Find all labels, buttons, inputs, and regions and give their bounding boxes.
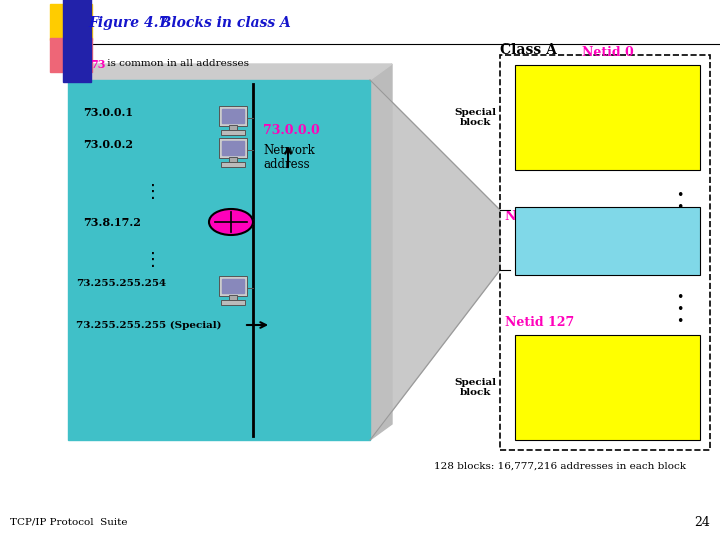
Text: 0.255.255.255: 0.255.255.255 xyxy=(560,140,654,153)
Bar xyxy=(229,295,237,300)
Bar xyxy=(229,125,237,130)
Text: Special
block: Special block xyxy=(454,378,496,397)
Text: Figure 4.7: Figure 4.7 xyxy=(88,16,168,30)
Text: •: • xyxy=(676,213,684,226)
Polygon shape xyxy=(68,64,392,80)
Text: 127.0.0.0: 127.0.0.0 xyxy=(575,355,640,368)
Bar xyxy=(50,38,92,72)
Bar xyxy=(221,162,245,167)
Text: 0.0.0.0: 0.0.0.0 xyxy=(583,85,631,98)
Text: Netid 127: Netid 127 xyxy=(505,315,575,328)
Text: TCP/IP Protocol  Suite: TCP/IP Protocol Suite xyxy=(10,517,127,526)
Ellipse shape xyxy=(209,209,253,235)
Bar xyxy=(500,55,710,450)
Text: Network: Network xyxy=(263,144,315,157)
Bar xyxy=(515,335,700,440)
Text: Netid 0: Netid 0 xyxy=(582,46,634,59)
Text: 73.0.0.0: 73.0.0.0 xyxy=(263,124,320,137)
Text: ⋮: ⋮ xyxy=(144,183,162,201)
Bar xyxy=(222,141,244,155)
Text: Special
block: Special block xyxy=(454,108,496,127)
Text: Blocks in class A: Blocks in class A xyxy=(145,16,291,30)
Bar xyxy=(515,207,700,275)
Text: 127.255.255.255: 127.255.255.255 xyxy=(552,410,662,423)
Text: 73.0.0.1: 73.0.0.1 xyxy=(83,106,133,118)
Text: Class A: Class A xyxy=(500,43,557,57)
Bar xyxy=(229,157,237,162)
Bar xyxy=(221,300,245,305)
Text: ⋮: ⋮ xyxy=(600,238,614,252)
Text: 73.0.0.2: 73.0.0.2 xyxy=(83,139,133,151)
Bar xyxy=(63,0,91,82)
Text: •: • xyxy=(676,302,684,315)
Bar xyxy=(219,276,247,296)
Bar xyxy=(219,106,247,126)
Text: ⋮: ⋮ xyxy=(599,381,616,399)
Text: 73.8.17.2: 73.8.17.2 xyxy=(83,217,141,227)
Bar xyxy=(222,109,244,123)
Text: 73: 73 xyxy=(90,58,106,70)
Text: ⋮: ⋮ xyxy=(144,251,162,269)
Text: address: address xyxy=(263,159,310,172)
Bar xyxy=(221,130,245,135)
Bar xyxy=(219,138,247,158)
Bar xyxy=(515,65,700,170)
Bar xyxy=(68,80,370,440)
Text: 73.255.255.254: 73.255.255.254 xyxy=(76,279,166,287)
Text: ⋮: ⋮ xyxy=(599,111,616,129)
Text: 24: 24 xyxy=(694,516,710,529)
Text: 73.255.255.255 (Special): 73.255.255.255 (Special) xyxy=(76,320,222,329)
Text: •: • xyxy=(676,200,684,213)
Text: is common in all addresses: is common in all addresses xyxy=(104,59,249,69)
Polygon shape xyxy=(370,64,392,440)
Bar xyxy=(50,4,92,40)
Text: 73.255.255.255: 73.255.255.255 xyxy=(557,255,659,268)
Text: 73.0.0.0: 73.0.0.0 xyxy=(579,220,636,233)
Text: •: • xyxy=(676,314,684,327)
Polygon shape xyxy=(370,80,500,440)
Text: •: • xyxy=(676,291,684,303)
Bar xyxy=(222,279,244,293)
Text: Netid 73: Netid 73 xyxy=(505,211,565,224)
Text: •: • xyxy=(676,188,684,201)
Text: 128 blocks: 16,777,216 addresses in each block: 128 blocks: 16,777,216 addresses in each… xyxy=(434,462,686,470)
